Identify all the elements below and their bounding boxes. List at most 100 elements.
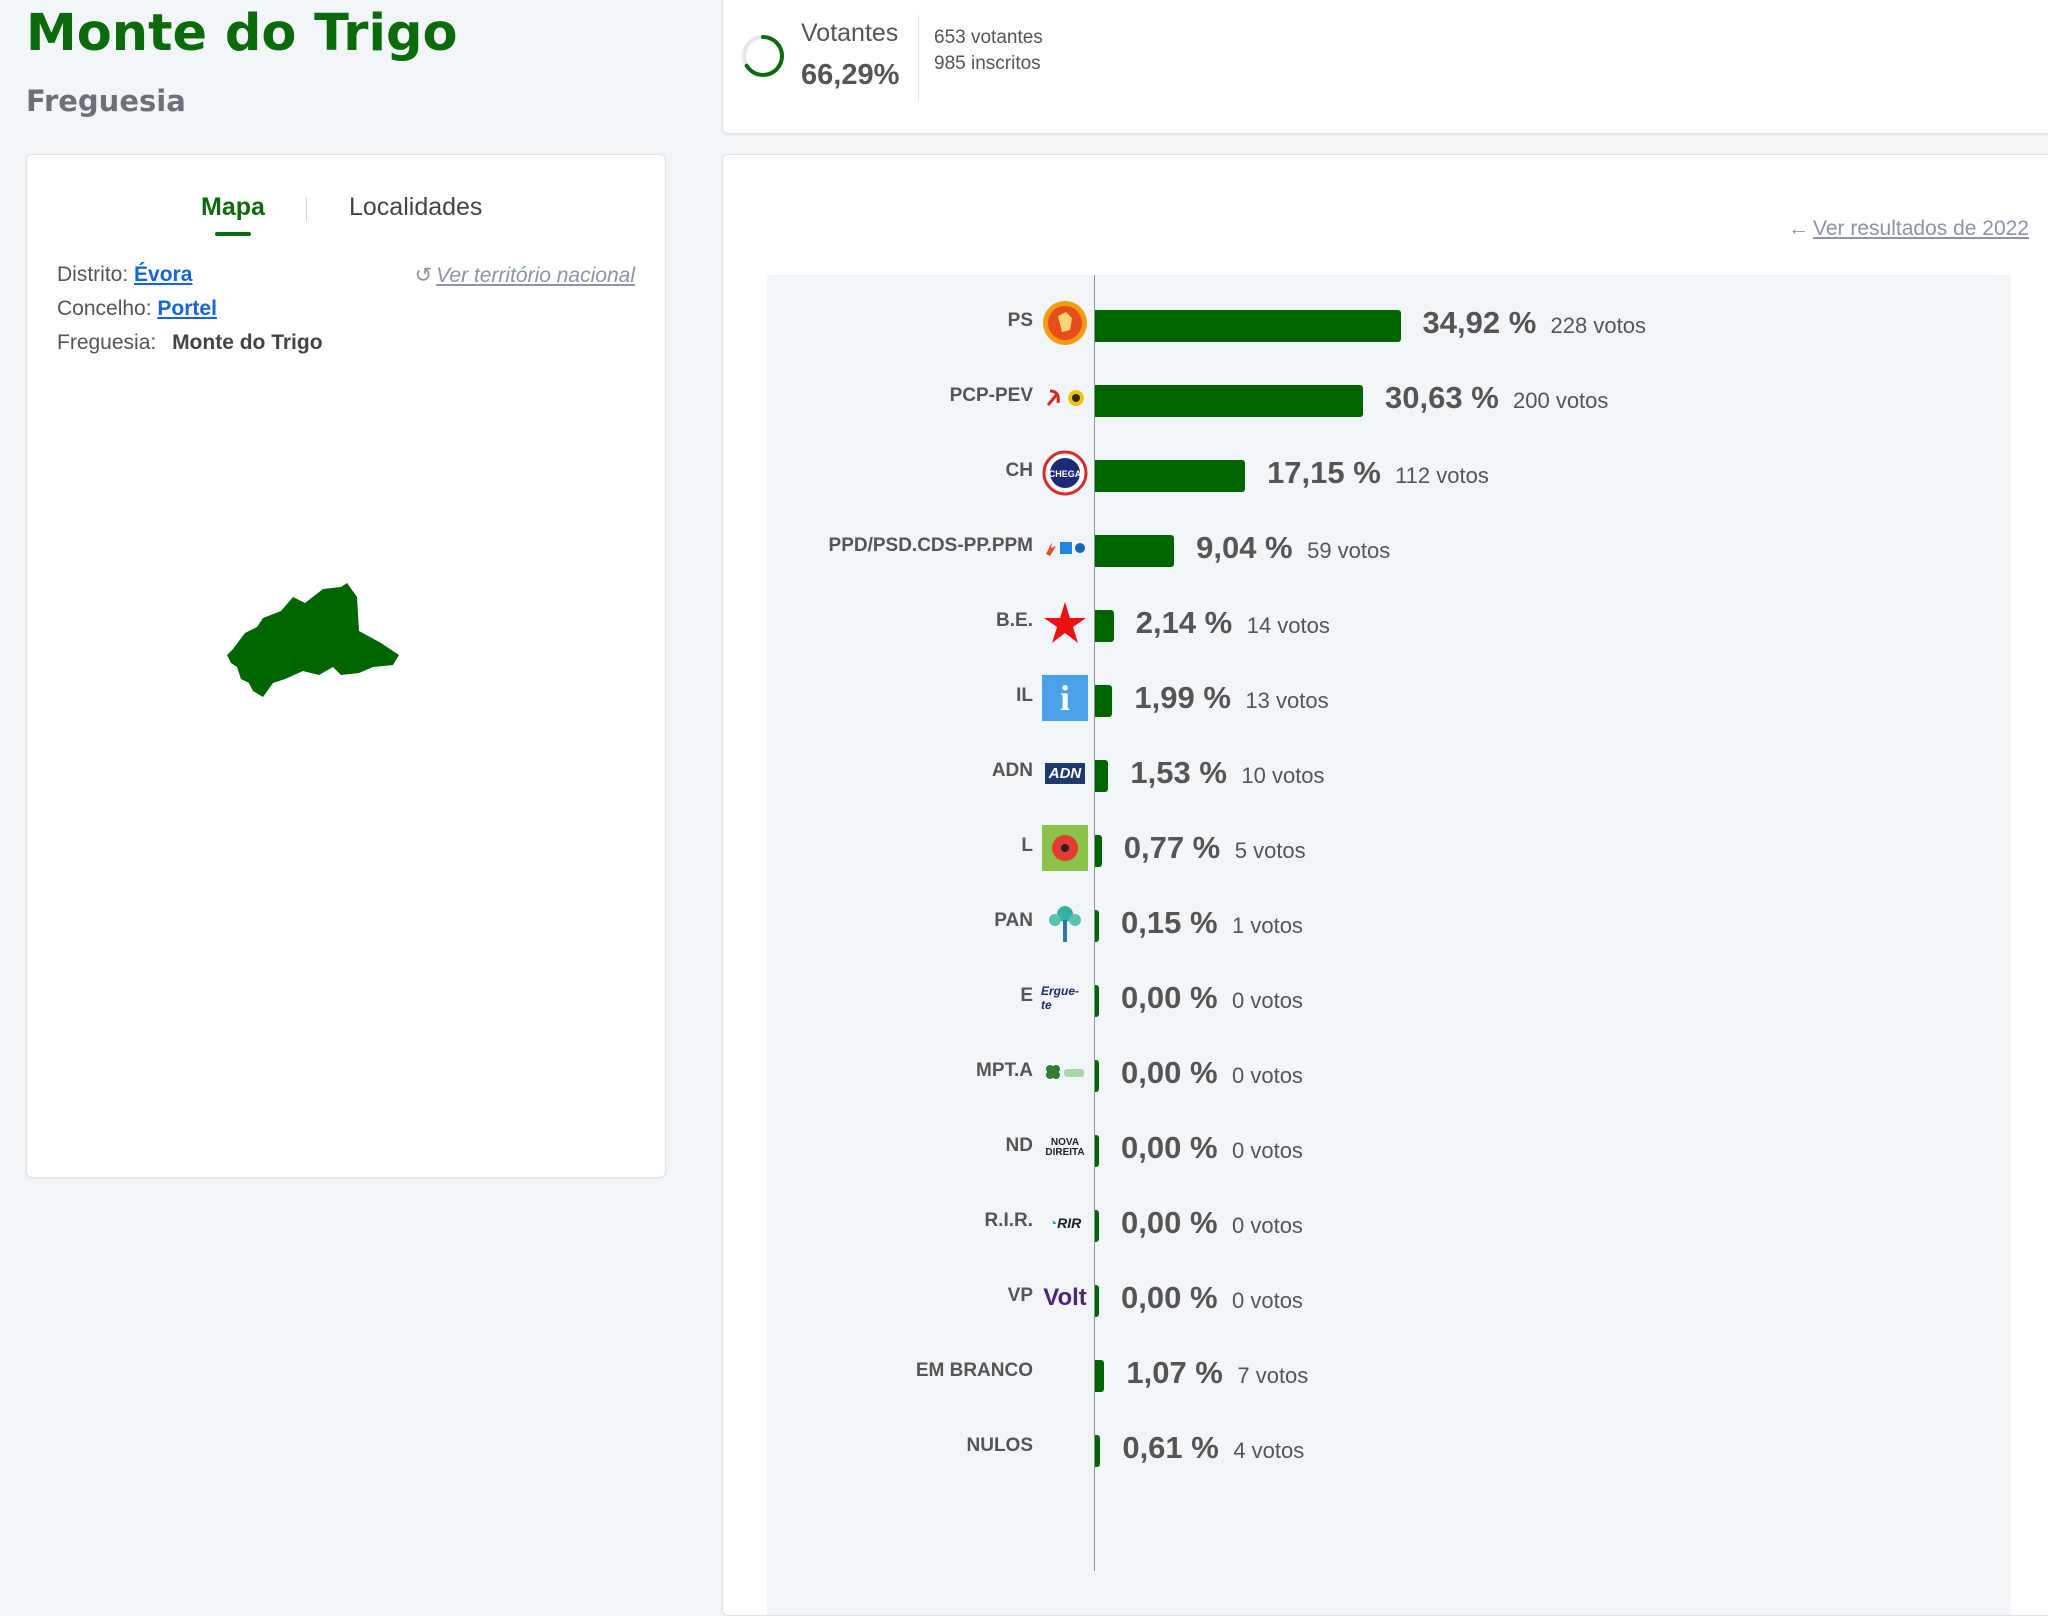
national-territory-label: Ver território nacional (436, 264, 635, 287)
percentage-label: 34,92 % (1422, 305, 1537, 340)
percentage-label: 17,15 % (1267, 455, 1381, 490)
votes-label: 0 votos (1232, 1063, 1303, 1088)
previous-results-label: Ver resultados de 2022 (1813, 217, 2029, 240)
percentage-label: 9,04 % (1196, 530, 1293, 565)
result-bar[interactable] (1095, 760, 1109, 792)
votes-label: 200 votos (1513, 388, 1609, 413)
freguesia-map-shape[interactable] (193, 555, 453, 735)
votantes-count: 653 votantes (934, 27, 1043, 48)
livre-poppy-icon (1041, 824, 1089, 872)
party-label: NULOS (966, 1435, 1034, 1456)
tab-mapa[interactable]: Mapa (201, 193, 265, 236)
percentage-label: 0,15 % (1121, 905, 1218, 940)
inscritos-count: 985 inscritos (934, 53, 1041, 74)
votes-label: 112 votos (1395, 463, 1489, 488)
result-row: PPD/PSD.CDS-PP.PPM 9,04 % 59 votos (767, 522, 2011, 572)
result-row: PS 34,92 % 228 votos (767, 297, 2011, 347)
result-bar[interactable] (1095, 985, 1099, 1017)
results-bar-chart: PS 34,92 % 228 votos PCP-PEV 30,63 % 200 voto… (767, 275, 2011, 1615)
votes-label: 10 votos (1241, 763, 1325, 788)
percentage-label: 0,00 % (1121, 1280, 1218, 1315)
votes-label: 228 votos (1550, 313, 1646, 338)
percentage-label: 2,14 % (1135, 605, 1233, 640)
party-label: E (1020, 985, 1033, 1006)
il-logo-icon: i (1041, 674, 1089, 722)
ps-logo-icon (1041, 299, 1089, 347)
party-label: CH (1005, 460, 1033, 481)
turnout-ring-icon (742, 35, 784, 77)
arrow-left-icon: ← (1788, 217, 1809, 240)
result-bar[interactable] (1095, 1360, 1105, 1392)
party-label: PPD/PSD.CDS-PP.PPM (828, 535, 1033, 556)
freguesia-label: Freguesia: (57, 331, 157, 354)
result-bar[interactable] (1095, 910, 1099, 942)
result-bar[interactable] (1095, 685, 1113, 717)
votes-label: 1 votos (1232, 913, 1303, 938)
result-bar[interactable] (1095, 1060, 1099, 1092)
result-bar[interactable] (1095, 1285, 1099, 1317)
votes-label: 0 votos (1232, 988, 1303, 1013)
volt-logo-icon: Volt (1043, 1284, 1087, 1311)
distrito-link[interactable]: Évora (134, 263, 193, 286)
concelho-label: Concelho: (57, 297, 152, 320)
party-label: R.I.R. (984, 1210, 1033, 1231)
map-card: Mapa Localidades Distrito: Évora Concelh… (26, 154, 666, 1178)
ergue-te-logo-icon: Ergue-te (1041, 984, 1080, 1012)
distrito-line: Distrito: Évora (57, 263, 192, 287)
be-star-icon (1041, 599, 1089, 647)
percentage-label: 30,63 % (1385, 380, 1499, 415)
concelho-line: Concelho: Portel (57, 297, 217, 321)
result-bar[interactable] (1095, 1135, 1099, 1167)
tab-localidades[interactable]: Localidades (349, 193, 483, 221)
result-bar[interactable] (1095, 385, 1363, 417)
result-bar[interactable] (1095, 610, 1114, 642)
nova-direita-logo-icon: NOVA DIREITA (1045, 1137, 1085, 1158)
ad-logo-icon (1041, 524, 1089, 572)
percentage-label: 0,61 % (1122, 1430, 1219, 1465)
result-bar[interactable] (1095, 310, 1401, 342)
votantes-percentage: 66,29% (801, 59, 900, 91)
percentage-label: 0,00 % (1121, 1055, 1218, 1090)
result-row: NULOS 0,61 % 4 votos (767, 1422, 2011, 1472)
percentage-label: 0,00 % (1121, 980, 1218, 1015)
party-label: B.E. (996, 610, 1033, 631)
freguesia-value: Monte do Trigo (172, 331, 323, 354)
pan-tree-icon (1041, 899, 1089, 947)
result-bar[interactable] (1095, 1435, 1101, 1467)
party-label: MPT.A (976, 1060, 1033, 1081)
party-label: PS (1007, 310, 1033, 331)
percentage-label: 0,00 % (1121, 1130, 1218, 1165)
result-row: EM BRANCO 1,07 % 7 votos (767, 1347, 2011, 1397)
result-row: CH CHEGA 17,15 % 112 votos (767, 447, 2011, 497)
percentage-label: 0,00 % (1121, 1205, 1218, 1240)
adn-logo-icon: ADN (1041, 749, 1089, 797)
votes-label: 7 votos (1237, 1363, 1309, 1388)
tab-divider (306, 197, 307, 221)
result-row: VP Volt 0,00 % 0 votos (767, 1272, 2011, 1322)
result-bar[interactable] (1095, 1210, 1099, 1242)
party-label: PCP-PEV (949, 385, 1033, 406)
votes-label: 59 votos (1307, 538, 1391, 563)
result-row: MPT.A 0,00 % 0 votos (767, 1047, 2011, 1097)
votes-label: 14 votos (1246, 613, 1330, 638)
party-label: L (1021, 835, 1033, 856)
percentage-label: 0,77 % (1123, 830, 1221, 865)
concelho-link[interactable]: Portel (157, 297, 217, 320)
result-row: PCP-PEV 30,63 % 200 votos (767, 372, 2011, 422)
national-territory-link[interactable]: ↺ Ver território nacional (415, 263, 635, 288)
percentage-label: 1,07 % (1126, 1355, 1223, 1390)
turnout-card: Votantes 66,29% 653 votantes 985 inscrit… (722, 0, 2048, 134)
votes-label: 0 votos (1232, 1138, 1303, 1163)
percentage-label: 1,99 % (1134, 680, 1231, 715)
svg-text:CHEGA: CHEGA (1049, 469, 1082, 479)
result-bar[interactable] (1095, 535, 1175, 567)
undo-arrow-icon: ↺ (414, 264, 433, 287)
pcp-pev-logo-icon (1041, 374, 1089, 422)
percentage-label: 1,53 % (1130, 755, 1227, 790)
party-label: ADN (991, 760, 1033, 781)
chart-axis-line (1094, 275, 1095, 1571)
result-row: ADN ADN 1,53 % 10 votos (767, 747, 2011, 797)
result-bar[interactable] (1095, 460, 1246, 492)
result-bar[interactable] (1095, 835, 1102, 867)
previous-results-link[interactable]: ← Ver resultados de 2022 (1788, 217, 2029, 241)
